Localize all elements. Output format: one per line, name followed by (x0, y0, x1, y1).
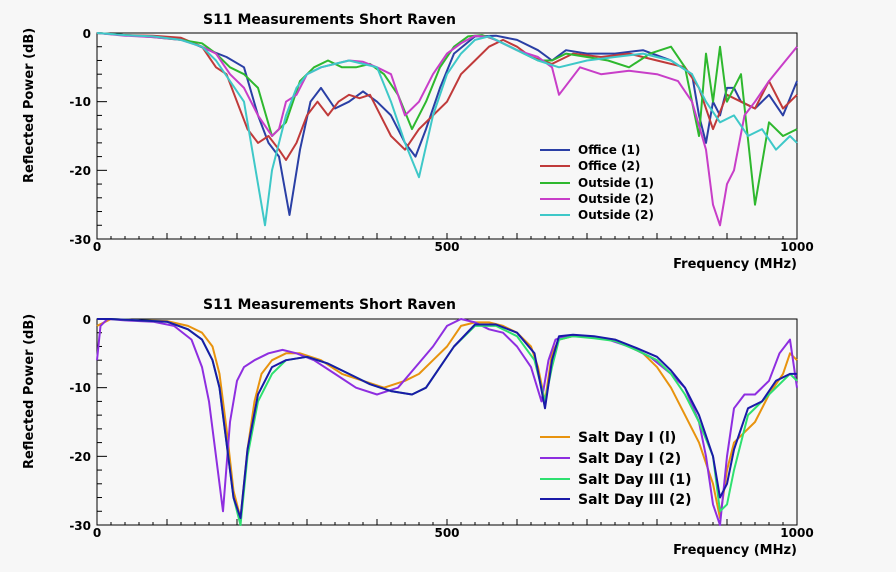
x-tick-label: 500 (434, 526, 459, 540)
series-line-5 (96, 32, 798, 227)
series-line-2 (96, 32, 798, 161)
series-line-1 (96, 318, 798, 520)
chart-title: S11 Measurements Short Raven (203, 12, 456, 28)
legend-label: Outside (2) (578, 208, 654, 222)
series-group (96, 32, 798, 227)
x-tick-label: 0 (93, 240, 101, 254)
chart-title: S11 Measurements Short Raven (203, 297, 456, 313)
y-tick-label: 0 (83, 27, 91, 41)
x-axis-label: Frequency (MHz) (673, 543, 797, 558)
legend-label: Salt Day III (1) (578, 472, 692, 488)
chart-panel-top: S11 Measurements Short Raven Reflected P… (22, 12, 814, 272)
series-line-4 (96, 32, 798, 227)
x-tick-label: 500 (434, 240, 459, 254)
y-tick-label: -30 (69, 233, 91, 247)
legend: Salt Day I (l) Salt Day I (2) Salt Day I… (540, 430, 692, 508)
series-line-3 (97, 318, 798, 526)
y-tick-label: -20 (69, 164, 91, 178)
y-tick-label: -20 (69, 450, 91, 464)
legend-label: Office (1) (578, 143, 640, 157)
y-tick-label: -10 (69, 95, 91, 109)
series-line-2 (96, 318, 798, 526)
x-tick-label: 0 (93, 526, 101, 540)
y-axis-label: Reflected Power (dB) (22, 314, 37, 469)
legend-label: Outside (1) (578, 176, 654, 190)
series-line-3 (96, 32, 798, 206)
y-axis-label: Reflected Power (dB) (22, 28, 37, 183)
plot-frame (96, 32, 798, 240)
y-tick-label: -30 (69, 519, 91, 533)
x-axis-label: Frequency (MHz) (673, 257, 797, 272)
legend-label: Salt Day III (2) (578, 492, 692, 508)
chart-panel-bottom: S11 Measurements Short Raven Reflected P… (22, 297, 814, 558)
y-tick-label: -10 (69, 381, 91, 395)
legend-label: Salt Day I (2) (578, 451, 681, 467)
legend-label: Salt Day I (l) (578, 430, 676, 446)
series-group (96, 318, 798, 526)
axis-ticks (96, 32, 798, 240)
x-tick-label: 1000 (780, 240, 813, 254)
legend-label: Outside (2) (578, 192, 654, 206)
y-tick-label: 0 (83, 313, 91, 327)
legend-label: Office (2) (578, 159, 640, 173)
x-tick-label: 1000 (780, 526, 813, 540)
series-line-1 (96, 32, 798, 216)
axis-ticks (96, 318, 798, 526)
series-line-4 (97, 318, 797, 520)
plot-frame (96, 318, 798, 526)
legend: Office (1) Office (2) Outside (1) Outsid… (540, 143, 654, 222)
